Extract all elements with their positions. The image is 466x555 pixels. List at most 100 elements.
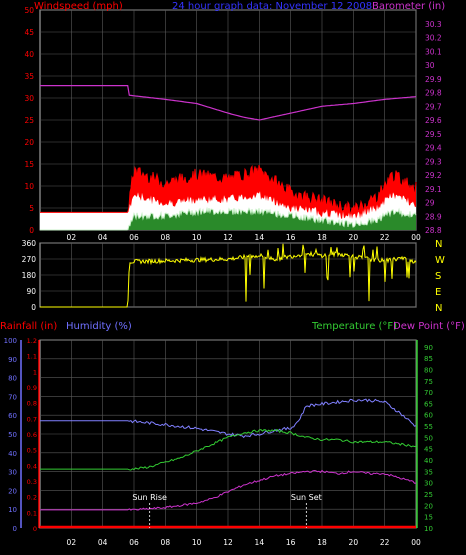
- humidity-tick-label: 80: [8, 375, 17, 383]
- windspeed-tick-label: 35: [24, 72, 34, 81]
- temperature-tick-label: 60: [424, 412, 433, 420]
- windspeed-tick-label: 25: [24, 116, 34, 125]
- time-tick-label: 04: [98, 538, 108, 547]
- windspeed-tick-label: 20: [24, 138, 34, 147]
- rainfall-axis: 0 0.1 0.2 0.3 0.4 0.5 0.6 0.7 0.8 0.9 1 1.1 1.2: [27, 337, 40, 533]
- barometer-tick-label: 29.9: [425, 75, 442, 84]
- barometer-tick-label: 29: [425, 199, 435, 208]
- rain-humidity-temperature-series: [40, 398, 417, 529]
- dewpoint-label: Dew Point (°F): [393, 321, 465, 332]
- rainfall-tick-label: 0.7: [27, 415, 37, 423]
- temperature-label: Temperature (°F): [311, 321, 397, 332]
- barometer-tick-label: 30.2: [425, 34, 442, 43]
- humidity-label: Humidity (%): [66, 321, 132, 332]
- temperature-tick-label: 30: [424, 480, 433, 488]
- time-tick-label: 14: [255, 233, 265, 242]
- rainfall-tick-label: 0.2: [27, 494, 37, 502]
- time-tick-label: 16: [286, 233, 296, 242]
- rainfall-tick-label: 0.3: [27, 478, 37, 486]
- temperature-tick-label: 75: [424, 378, 433, 386]
- time-tick-label: 12: [223, 538, 233, 547]
- time-tick-label: 14: [255, 538, 265, 547]
- humidity-tick-label: 60: [8, 412, 17, 420]
- time-tick-label: 20: [349, 233, 359, 242]
- humidity-tick-label: 0: [13, 525, 17, 533]
- barometer-label: Barometer (in): [372, 1, 445, 12]
- barometer-tick-label: 29.6: [425, 116, 442, 125]
- windspeed-tick-label: 50: [24, 6, 34, 15]
- direction-tick-label: 0: [31, 303, 36, 312]
- wind-direction-axis: 0 90 180 270 360: [22, 239, 37, 312]
- wind-direction-grid: [40, 242, 417, 308]
- temperature-tick-label: 45: [424, 446, 433, 454]
- dewpoint-line: [40, 469, 417, 511]
- time-tick-label: 04: [98, 233, 108, 242]
- wind-average-line: [40, 206, 417, 231]
- compass-label: E: [435, 287, 441, 298]
- rainfall-tick-label: 0.1: [27, 509, 37, 517]
- wind-direction-trace: [40, 243, 417, 308]
- rainfall-tick-label: 1.1: [27, 353, 37, 361]
- rainfall-tick-label: 0.6: [27, 431, 37, 439]
- temperature-tick-label: 25: [424, 491, 433, 499]
- temperature-tick-label: 70: [424, 389, 433, 397]
- humidity-axis: 0 10 20 30 40 50 60 70 80 90 100: [4, 337, 22, 533]
- time-tick-label: 10: [192, 233, 202, 242]
- compass-label: N: [435, 303, 442, 314]
- rainfall-label: Rainfall (in): [0, 321, 57, 332]
- rain-humidity-temperature-grid: [40, 339, 417, 529]
- time-tick-label: 10: [192, 538, 202, 547]
- temperature-line: [40, 429, 417, 471]
- barometer-tick-label: 28.8: [425, 226, 442, 235]
- barometer-tick-label: 30.3: [425, 20, 442, 29]
- humidity-tick-label: 70: [8, 393, 17, 401]
- windspeed-tick-label: 40: [24, 50, 34, 59]
- time-tick-label: 06: [129, 538, 139, 547]
- windspeed-axis: 0 5 10 15 20 25 30 35 40 45 50: [24, 6, 34, 235]
- time-tick-label: 12: [223, 233, 233, 242]
- windspeed-tick-label: 5: [29, 204, 34, 213]
- barometer-tick-label: 29.4: [425, 144, 442, 153]
- sun-markers: Sun Rise Sun Set: [132, 493, 322, 528]
- rainfall-tick-label: 1: [33, 368, 37, 376]
- wind-direction-series: [40, 243, 417, 308]
- barometer-tick-label: 29.2: [425, 171, 442, 180]
- sun-set-label: Sun Set: [291, 493, 322, 502]
- humidity-tick-label: 100: [4, 337, 17, 345]
- time-tick-label: 18: [317, 233, 327, 242]
- humidity-tick-label: 20: [8, 487, 17, 495]
- graph-title: 24 hour graph data: November 12 2008: [172, 1, 372, 12]
- humidity-tick-label: 40: [8, 450, 17, 458]
- temperature-tick-label: 20: [424, 502, 433, 510]
- direction-tick-label: 90: [26, 287, 36, 296]
- rainfall-tick-label: 0.5: [27, 447, 37, 455]
- barometer-tick-label: 28.9: [425, 212, 442, 221]
- temperature-tick-label: 55: [424, 423, 433, 431]
- barometer-axis: 28.8 28.9 29 29.1 29.2 29.3 29.4 29.5 29.6 29.7 29…: [425, 20, 442, 235]
- humidity-tick-label: 90: [8, 356, 17, 364]
- time-tick-label: 22: [380, 538, 390, 547]
- rain-humidity-temperature-panel: 0 0.1 0.2 0.3 0.4 0.5 0.6 0.7 0.8 0.9 1 1.1 1.2 0 10 2…: [0, 321, 465, 547]
- rainfall-tick-label: 0.8: [27, 400, 37, 408]
- temperature-tick-label: 50: [424, 434, 433, 442]
- humidity-tick-label: 50: [8, 431, 17, 439]
- time-tick-label: 08: [161, 233, 171, 242]
- barometer-tick-label: 29.1: [425, 185, 442, 194]
- temperature-tick-label: 90: [424, 344, 433, 352]
- temperature-tick-label: 15: [424, 514, 433, 522]
- time-tick-label: 00: [411, 233, 421, 242]
- time-tick-label: 00: [411, 538, 421, 547]
- wind-barometer-time-axis: 02 04 06 08 10 12 14 16 18 20 22 00: [67, 233, 421, 242]
- rainfall-tick-label: 1.2: [27, 337, 37, 345]
- temperature-tick-label: 80: [424, 366, 433, 374]
- windspeed-tick-label: 30: [24, 94, 34, 103]
- direction-tick-label: 180: [22, 271, 37, 280]
- rainfall-tick-label: 0.4: [27, 462, 37, 470]
- rainfall-tick-label: 0: [33, 525, 37, 533]
- compass-label: S: [435, 271, 441, 282]
- humidity-tick-label: 10: [8, 506, 17, 514]
- temperature-axis: 10 15 20 25 30 35 40 45 50 55 60 65 70 75 80 85 90: [416, 340, 433, 533]
